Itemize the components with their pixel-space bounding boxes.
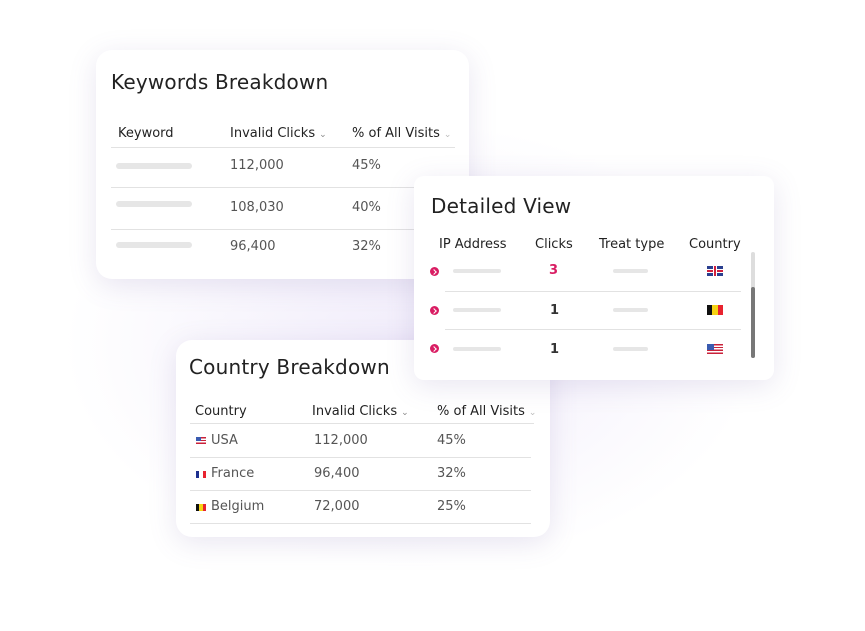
ip-placeholder xyxy=(453,308,501,312)
treat-type-placeholder xyxy=(613,347,648,351)
col-country: Country xyxy=(195,404,247,419)
expand-row-icon[interactable] xyxy=(430,267,439,276)
ip-placeholder xyxy=(453,269,501,273)
pct-cell: 25% xyxy=(437,499,466,514)
scrollbar[interactable] xyxy=(751,252,755,358)
divider xyxy=(190,490,531,491)
scrollbar-thumb[interactable] xyxy=(751,287,755,358)
belgium-flag-icon xyxy=(707,305,723,315)
clicks-cell: 3 xyxy=(549,263,559,278)
clicks-cell: 72,000 xyxy=(314,499,360,514)
pct-cell: 45% xyxy=(437,433,466,448)
col-keyword: Keyword xyxy=(118,126,174,141)
pct-cell: 40% xyxy=(352,200,381,215)
divider xyxy=(190,457,531,458)
clicks-cell: 112,000 xyxy=(314,433,368,448)
divider xyxy=(445,291,741,292)
country-cell: Belgium xyxy=(211,499,265,514)
col-label: Invalid Clicks xyxy=(312,404,398,419)
expand-row-icon[interactable] xyxy=(430,344,439,353)
card-title: Country Breakdown xyxy=(189,355,390,379)
col-label: % of All Visits xyxy=(352,126,440,141)
treat-type-placeholder xyxy=(613,308,648,312)
clicks-cell: 1 xyxy=(550,303,560,318)
keyword-placeholder xyxy=(116,201,192,207)
keywords-breakdown-card: Keywords Breakdown Keyword Invalid Click… xyxy=(96,50,469,279)
country-cell: France xyxy=(211,466,255,481)
belgium-flag-icon xyxy=(196,504,206,511)
detailed-view-card: Detailed View IP Address Clicks Treat ty… xyxy=(414,176,774,380)
col-label: % of All Visits xyxy=(437,404,525,419)
col-treat-type: Treat type xyxy=(599,237,665,252)
expand-row-icon[interactable] xyxy=(430,306,439,315)
divider xyxy=(190,523,531,524)
col-invalid-clicks[interactable]: Invalid Clicks ⌄ xyxy=(230,126,327,141)
pct-cell: 32% xyxy=(352,239,381,254)
col-pct-visits[interactable]: % of All Visits ⌄ xyxy=(352,126,451,141)
divider xyxy=(111,229,455,230)
clicks-cell: 96,400 xyxy=(314,466,360,481)
col-ip-address: IP Address xyxy=(439,237,507,252)
usa-flag-icon xyxy=(196,437,206,444)
chevron-down-icon: ⌄ xyxy=(401,408,409,418)
col-country: Country xyxy=(689,237,741,252)
clicks-cell: 112,000 xyxy=(230,158,284,173)
divider xyxy=(111,147,455,148)
uk-flag-icon xyxy=(707,266,723,276)
treat-type-placeholder xyxy=(613,269,648,273)
usa-flag-icon xyxy=(707,344,723,354)
clicks-cell: 108,030 xyxy=(230,200,284,215)
keyword-placeholder xyxy=(116,163,192,169)
pct-cell: 32% xyxy=(437,466,466,481)
col-invalid-clicks[interactable]: Invalid Clicks ⌄ xyxy=(312,404,409,419)
divider xyxy=(445,329,741,330)
card-title: Keywords Breakdown xyxy=(111,70,329,94)
col-clicks: Clicks xyxy=(535,237,573,252)
keyword-placeholder xyxy=(116,242,192,248)
clicks-cell: 96,400 xyxy=(230,239,276,254)
country-cell: USA xyxy=(211,433,238,448)
france-flag-icon xyxy=(196,471,206,478)
col-pct-visits[interactable]: % of All Visits ⌄ xyxy=(437,404,536,419)
chevron-down-icon: ⌄ xyxy=(528,408,537,418)
chevron-down-icon: ⌄ xyxy=(319,130,327,140)
clicks-cell: 1 xyxy=(550,342,560,357)
chevron-down-icon: ⌄ xyxy=(443,130,452,140)
ip-placeholder xyxy=(453,347,501,351)
card-title: Detailed View xyxy=(431,194,572,218)
divider xyxy=(111,187,455,188)
divider xyxy=(190,423,534,424)
pct-cell: 45% xyxy=(352,158,381,173)
col-label: Invalid Clicks xyxy=(230,126,316,141)
